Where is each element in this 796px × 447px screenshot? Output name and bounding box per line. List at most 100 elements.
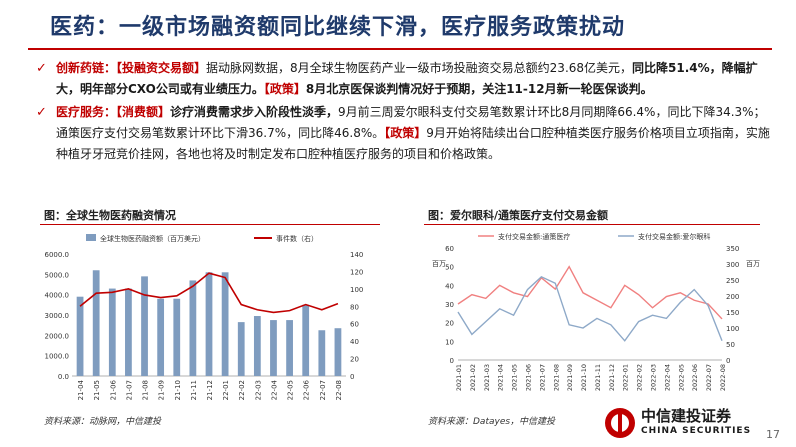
right-axis-tick: 140 (350, 251, 363, 259)
left-axis-tick: 30 (445, 301, 454, 309)
right-axis-tick: 20 (350, 356, 359, 364)
x-tick-label: 2022-07 (705, 364, 713, 391)
legend-label-a: 支付交易金额:通策医疗 (498, 232, 570, 241)
check-icon: ✓ (36, 105, 47, 120)
legend-swatch-bar (86, 234, 96, 241)
bullet-text-policy: 9月开始将陆续出台口腔种植类医疗服务价格项目立项指南，实施种植牙牙冠竞价挂网，各… (56, 126, 770, 161)
bullet-tag: 【消费额】 (116, 105, 171, 119)
x-tick-label: 2021-02 (469, 364, 477, 391)
x-tick-label: 2022-03 (650, 364, 658, 391)
bar (76, 296, 84, 376)
left-chart-caption: 图：全球生物医药融资情况 (44, 209, 176, 222)
x-tick-label: 2021-12 (608, 364, 616, 391)
x-tick-label: 21-10 (174, 380, 182, 400)
left-axis-tick: 50 (445, 264, 454, 272)
left-chart: 全球生物医药融资额（百万美元） 事件数（右） 0.0 1000.0 2000.0 3000… (45, 234, 363, 400)
x-tick-label: 2021-09 (566, 364, 574, 391)
bar (125, 288, 132, 376)
right-axis-tick: 250 (726, 277, 739, 285)
bar (205, 272, 213, 376)
left-axis-unit: 百万 (432, 260, 446, 268)
right-chart-source: 资料来源：Datayes，中信建投 (428, 417, 556, 427)
bullet-innovation: ✓ 创新药链：【投融资交易额】据动脉网数据，8月全球生物医药产业一级市场投融资交… (36, 58, 776, 100)
company-logo: 中信建投证券 CHINA SECURITIES (603, 404, 763, 444)
x-tick-label: 2022-02 (636, 364, 644, 391)
x-tick-label: 2022-04 (663, 364, 671, 391)
left-axis-tick: 0 (450, 357, 454, 365)
bullet-medical-service: ✓ 医疗服务：【消费额】诊疗消费需求步入阶段性淡季，9月前三周爱尔眼科支付交易笔… (36, 102, 776, 165)
x-tick-label: 2021-10 (580, 364, 588, 391)
x-tick-label: 22-07 (319, 380, 327, 400)
left-axis-tick: 6000.0 (45, 251, 70, 259)
bar (237, 322, 245, 376)
left-axis-tick: 40 (445, 282, 454, 290)
left-chart-source: 资料来源：动脉网，中信建投 (44, 417, 162, 427)
bullet-lead: 医疗服务： (56, 105, 117, 119)
left-axis-tick: 60 (445, 245, 454, 253)
logo-cn: 中信建投证券 (641, 407, 732, 425)
left-axis-tick: 2000.0 (45, 332, 70, 340)
page-title: 医药：一级市场融资额同比继续下滑，医疗服务政策扰动 (50, 15, 626, 40)
check-icon: ✓ (36, 61, 47, 76)
bullet-bold: 同比降51.4%，降幅扩大，明年部分CXO公司或有业绩压力。 (56, 61, 758, 96)
x-tick-label: 2021-04 (497, 364, 505, 391)
bar (157, 298, 165, 376)
x-tick-label: 2021-08 (552, 364, 560, 391)
bullet-text: 据动脉网数据，8月全球生物医药产业一级市场投融资交易总额约23.68亿美元， (206, 61, 633, 75)
right-axis-tick: 100 (350, 286, 363, 294)
right-axis-tick: 150 (726, 309, 739, 317)
right-axis-unit: 百万 (746, 260, 760, 268)
x-tick-label: 2021-05 (511, 364, 519, 391)
left-axis-tick: 20 (445, 320, 454, 328)
right-axis-tick: 40 (350, 338, 359, 346)
bar (92, 270, 100, 376)
x-tick-label: 2021-07 (538, 364, 546, 391)
x-tick-label: 21-06 (109, 379, 117, 400)
right-axis-tick: 200 (726, 293, 739, 301)
legend-label-line: 事件数（右） (276, 234, 318, 243)
bar (270, 320, 277, 376)
right-axis-tick: 120 (350, 268, 363, 276)
x-tick-label: 2022-08 (719, 364, 727, 391)
x-tick-label: 21-05 (93, 380, 101, 400)
left-axis-tick: 5000.0 (45, 271, 70, 279)
series-line-tongce (457, 265, 723, 320)
x-tick-label: 22-02 (238, 380, 246, 400)
bar (253, 316, 261, 376)
title-divider (28, 48, 772, 50)
series-line-aier (457, 275, 723, 342)
logo-emblem-icon (605, 408, 635, 438)
bar (334, 328, 342, 376)
right-chart-rule (424, 224, 760, 225)
bar (108, 288, 116, 376)
bullet-tag-policy: 【政策】 (263, 82, 306, 96)
bar (141, 276, 148, 376)
bar (173, 298, 181, 376)
left-axis-tick: 10 (445, 338, 454, 346)
right-axis-tick: 60 (350, 321, 359, 329)
bar (302, 304, 310, 376)
x-tick-label: 22-06 (303, 379, 311, 400)
x-tick-label: 2022-05 (677, 364, 685, 391)
x-tick-label: 22-04 (270, 379, 278, 400)
x-tick-label: 21-08 (142, 380, 150, 400)
title-bar: 医药：一级市场融资额同比继续下滑，医疗服务政策扰动 (0, 0, 796, 52)
right-chart-caption: 图：爱尔眼科/通策医疗支付交易金额 (428, 209, 609, 222)
bar (221, 272, 229, 376)
left-chart-rule (40, 224, 380, 225)
right-axis-tick: 50 (726, 341, 735, 349)
bar (318, 330, 326, 376)
x-tick-label: 22-01 (222, 380, 230, 400)
right-axis-tick: 350 (726, 245, 739, 253)
logo-en: CHINA SECURITIES (641, 426, 752, 436)
x-tick-label: 22-03 (254, 380, 262, 400)
legend-label-bar: 全球生物医药融资额（百万美元） (100, 234, 205, 243)
bullet-bold: 诊疗消费需求步入阶段性淡季， (170, 105, 339, 119)
right-axis-tick: 0 (350, 373, 354, 381)
x-tick-label: 2021-03 (483, 364, 491, 391)
right-axis-tick: 0 (726, 357, 730, 365)
left-axis-tick: 4000.0 (45, 292, 70, 300)
right-axis-tick: 100 (726, 325, 739, 333)
event-count-line (79, 272, 339, 314)
